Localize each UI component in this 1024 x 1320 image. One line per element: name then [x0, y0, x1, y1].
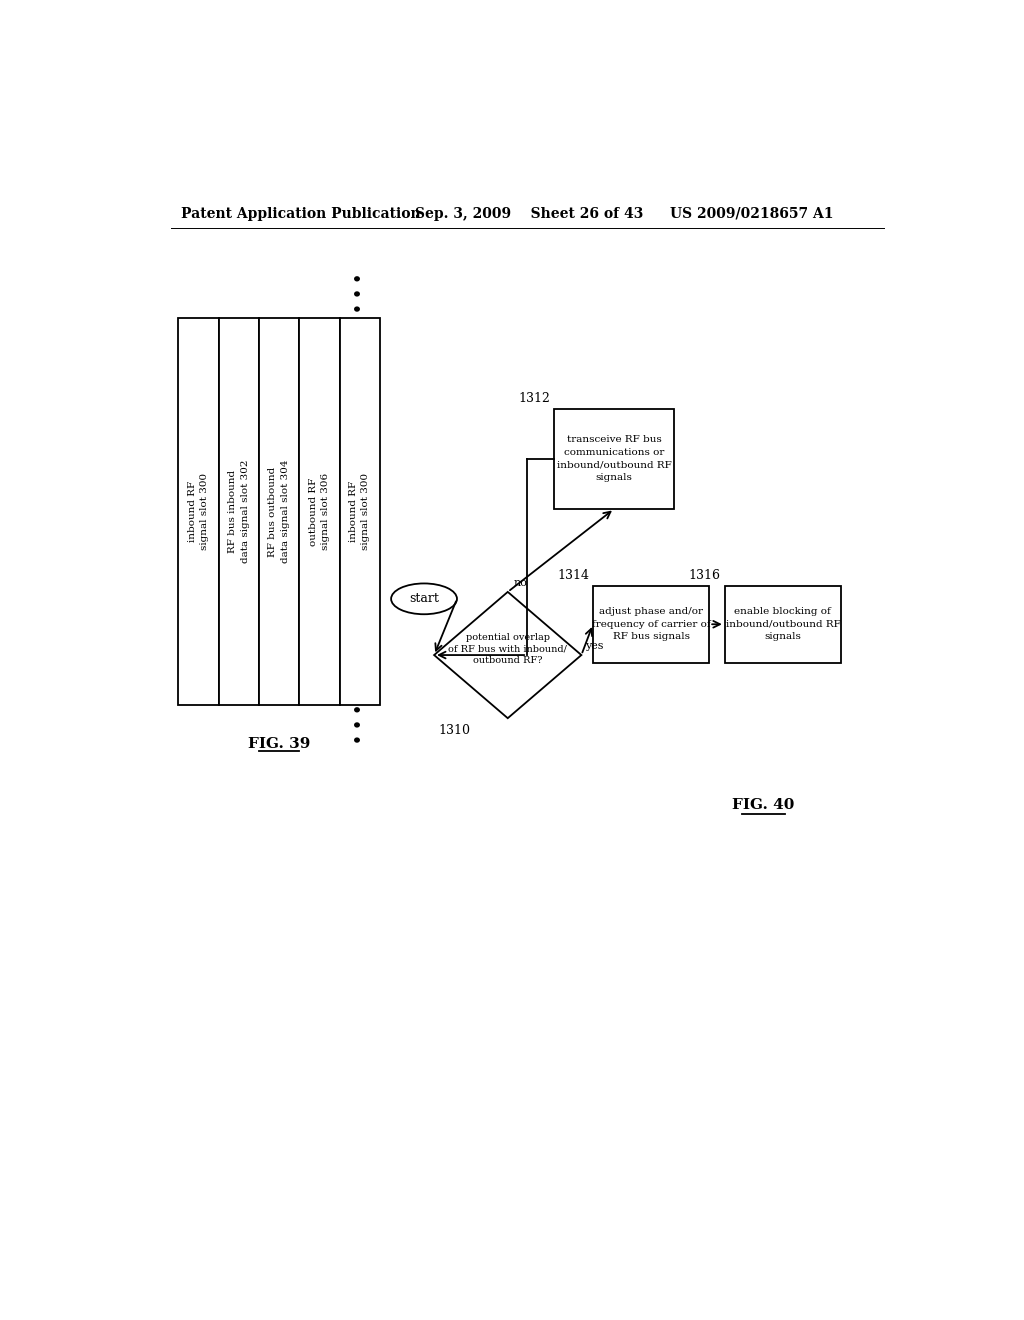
- Polygon shape: [434, 591, 582, 718]
- Bar: [219, 318, 259, 705]
- Bar: [178, 318, 219, 705]
- Text: 1310: 1310: [438, 725, 470, 738]
- Text: US 2009/0218657 A1: US 2009/0218657 A1: [671, 207, 834, 220]
- Text: no: no: [514, 578, 527, 589]
- Text: 1314: 1314: [557, 569, 589, 582]
- Bar: [340, 318, 380, 705]
- Ellipse shape: [391, 583, 457, 614]
- Text: 1316: 1316: [689, 569, 721, 582]
- Text: RF bus inbound
data signal slot 302: RF bus inbound data signal slot 302: [228, 459, 250, 564]
- Text: start: start: [410, 593, 439, 606]
- Bar: [259, 318, 299, 705]
- Text: • • •: • • •: [352, 705, 368, 744]
- Text: transceive RF bus
communications or
inbound/outbound RF
signals: transceive RF bus communications or inbo…: [557, 436, 672, 482]
- Bar: [299, 318, 340, 705]
- Text: adjust phase and/or
frequency of carrier of
RF bus signals: adjust phase and/or frequency of carrier…: [592, 607, 711, 642]
- Text: outbound RF
signal slot 306: outbound RF signal slot 306: [308, 473, 330, 550]
- Text: RF bus outbound
data signal slot 304: RF bus outbound data signal slot 304: [268, 459, 290, 564]
- Text: • • •: • • •: [352, 273, 368, 313]
- Text: Sep. 3, 2009    Sheet 26 of 43: Sep. 3, 2009 Sheet 26 of 43: [415, 207, 643, 220]
- Bar: [554, 409, 675, 508]
- Text: inbound RF
signal slot 300: inbound RF signal slot 300: [187, 473, 209, 550]
- Text: potential overlap
of RF bus with inbound/
outbound RF?: potential overlap of RF bus with inbound…: [449, 632, 567, 665]
- Bar: [593, 586, 710, 663]
- Bar: [725, 586, 841, 663]
- Text: FIG. 39: FIG. 39: [248, 737, 310, 751]
- Text: 1312: 1312: [518, 392, 550, 405]
- Text: enable blocking of
inbound/outbound RF
signals: enable blocking of inbound/outbound RF s…: [725, 607, 841, 642]
- Text: yes: yes: [586, 642, 604, 651]
- Text: FIG. 40: FIG. 40: [732, 799, 795, 812]
- Text: inbound RF
signal slot 300: inbound RF signal slot 300: [349, 473, 371, 550]
- Text: Patent Application Publication: Patent Application Publication: [180, 207, 420, 220]
